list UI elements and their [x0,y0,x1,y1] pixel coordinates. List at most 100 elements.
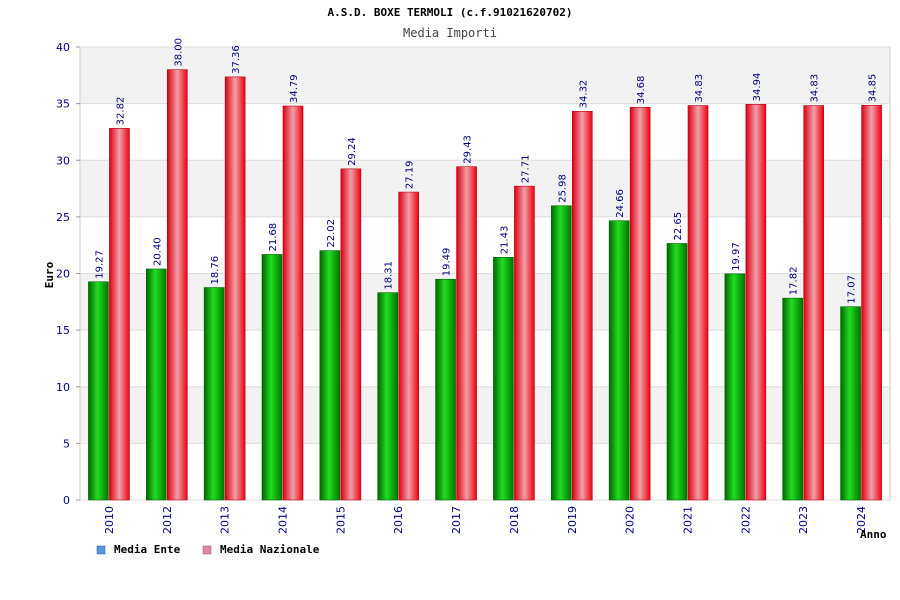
bar-media-nazionale-2018 [514,185,535,501]
bar-media-nazionale-2015 [340,168,362,501]
bar-media-ente-2013 [203,287,225,501]
data-label: 34.79 [289,74,300,103]
bar-media-ente-2024 [840,306,861,501]
bar-media-ente-2015 [319,250,341,501]
legend-swatch-media-nazionale [202,545,212,555]
bar-media-ente-2023 [782,297,804,501]
x-tick-label: 2010 [103,506,116,534]
x-axis-label: Anno [860,528,887,541]
y-tick-label: 10 [56,381,70,394]
bar-media-nazionale-2021 [687,105,709,501]
legend-swatch-media-ente [96,545,106,555]
legend-label-media-ente: Media Ente [114,543,181,556]
y-tick-label: 20 [56,268,70,281]
data-label: 25.98 [557,174,568,203]
plot-band [80,443,890,500]
bar-media-nazionale-2016 [398,191,420,501]
y-tick-label: 40 [56,41,70,54]
x-tick-label: 2014 [277,506,290,534]
data-label: 34.94 [752,73,763,102]
plot-band [80,216,890,274]
bar-media-ente-2017 [435,278,456,501]
bar-media-ente-2019 [550,205,572,501]
bar-media-ente-2016 [377,292,399,501]
bar-media-nazionale-2020 [629,106,651,501]
data-label: 19.27 [94,250,105,279]
data-label: 29.43 [463,135,474,164]
y-tick-label: 15 [56,324,70,337]
data-labels: 19.27 32.82 20.40 38.00 18.76 37.36 21.68 34.79… [94,38,878,304]
bars [88,69,882,501]
data-label: 34.83 [810,74,821,103]
data-label: 17.82 [789,267,800,296]
bar-media-ente-2012 [145,268,167,501]
data-label: 38.00 [173,38,184,67]
x-tick-label: 2015 [334,506,347,534]
y-tick-label: 5 [63,437,70,450]
bar-media-ente-2018 [493,257,514,501]
bar-media-nazionale-2024 [861,105,882,501]
plot-band [80,103,890,161]
plot-band [80,273,890,331]
data-label: 21.43 [499,226,510,255]
bar-media-ente-2021 [666,243,688,501]
data-label: 22.02 [326,219,337,248]
legend: Media Ente Media Nazionale [96,543,320,556]
data-label: 29.24 [347,137,358,166]
bar-media-nazionale-2023 [803,105,825,501]
y-axis-ticks: 0 5 10 15 20 25 30 35 40 [56,41,70,507]
bar-media-nazionale-2022 [745,104,767,501]
x-tick-label: 2019 [566,506,579,534]
y-tick-label: 30 [56,154,70,167]
data-label: 17.07 [847,275,858,304]
data-label: 21.68 [268,223,279,252]
data-label: 27.71 [520,155,531,184]
x-tick-label: 2020 [624,506,637,534]
y-axis-label: Euro [43,261,56,288]
bar-media-nazionale-2013 [224,76,246,501]
bar-media-ente-2022 [724,273,746,501]
plot-band [80,47,890,104]
data-label: 34.83 [694,74,705,103]
bar-media-nazionale-2010 [109,128,130,501]
data-label: 24.66 [615,189,626,218]
legend-label-media-nazionale: Media Nazionale [220,543,320,556]
data-label: 19.49 [442,248,453,277]
bar-media-ente-2014 [261,254,283,501]
bar-media-nazionale-2014 [282,105,304,501]
y-tick-label: 0 [63,494,70,507]
x-tick-label: 2018 [508,506,521,534]
data-label: 27.19 [405,160,416,189]
bar-media-ente-2020 [608,220,630,501]
bar-media-nazionale-2019 [571,111,593,501]
data-label: 32.82 [115,97,126,126]
bar-media-ente-2010 [88,281,109,501]
data-label: 34.32 [578,80,589,109]
data-label: 34.85 [868,74,879,103]
plot-band [80,330,890,387]
y-tick-label: 35 [56,98,70,111]
x-tick-label: 2021 [682,506,695,534]
data-label: 19.97 [731,242,742,271]
data-label: 18.76 [210,256,221,285]
chart-subtitle: Media Importi [403,26,497,40]
x-axis-ticks: 2010 2012 2013 2014 2015 2016 2017 2018 2019 2020… [103,506,868,534]
bar-media-nazionale-2017 [456,166,477,501]
bar-media-nazionale-2012 [166,69,188,501]
data-label: 22.65 [673,212,684,241]
data-label: 20.40 [152,237,163,266]
x-tick-label: 2012 [161,506,174,534]
y-tick-label: 25 [56,211,70,224]
x-tick-label: 2024 [855,506,868,534]
x-tick-label: 2017 [450,506,463,534]
x-tick-label: 2023 [797,506,810,534]
chart-title: A.S.D. BOXE TERMOLI (c.f.91021620702) [327,6,572,19]
data-label: 37.36 [231,45,242,74]
x-tick-label: 2016 [392,506,405,534]
x-tick-label: 2013 [219,506,232,534]
data-label: 34.68 [636,76,647,105]
x-tick-label: 2022 [739,506,752,534]
data-label: 18.31 [384,261,395,290]
plot-band [80,160,890,217]
